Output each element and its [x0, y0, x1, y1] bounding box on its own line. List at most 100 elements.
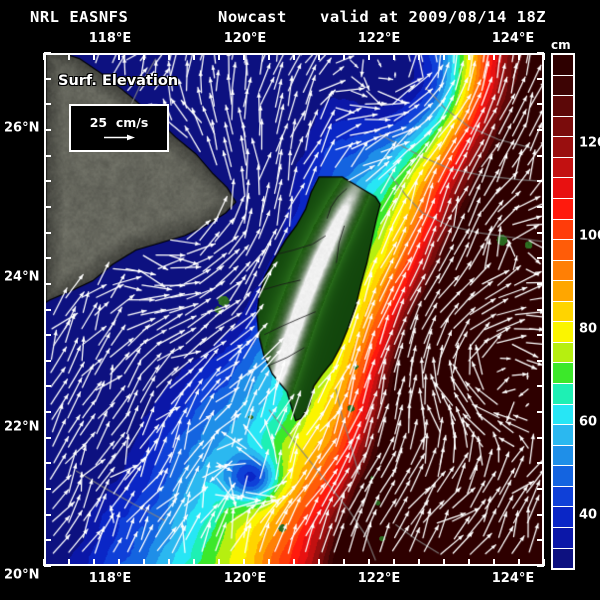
axis-tick-mark — [243, 53, 245, 60]
longitude-tick-label: 122°E — [357, 31, 401, 46]
axis-tick-mark — [468, 559, 470, 566]
valid-time-label: valid at 2009/08/14 18Z — [320, 8, 547, 26]
vector-scale-key: 25 cm/s — [69, 104, 169, 152]
colorbar-swatch — [553, 178, 573, 199]
colorbar-unit-label: cm — [551, 38, 571, 52]
axis-tick-mark — [44, 513, 51, 516]
axis-tick-mark — [543, 53, 545, 60]
axis-tick-mark — [44, 52, 51, 54]
axis-tick-mark — [537, 334, 544, 337]
longitude-tick-label: 118°E — [88, 571, 132, 586]
axis-tick-mark — [44, 231, 51, 234]
axis-tick-mark — [537, 436, 544, 439]
axis-tick-mark — [543, 559, 545, 566]
axis-tick-mark — [537, 411, 544, 414]
axis-tick-mark — [118, 53, 120, 60]
colorbar-tick-label: 100 — [579, 228, 600, 244]
colorbar-swatch — [553, 301, 573, 323]
axis-tick-mark — [44, 154, 51, 157]
axis-tick-mark — [218, 559, 220, 566]
axis-tick-mark — [193, 559, 195, 566]
axis-tick-mark — [44, 385, 51, 388]
colorbar-swatch — [553, 466, 573, 487]
axis-tick-mark — [93, 559, 95, 566]
product-type-label: Nowcast — [218, 8, 287, 26]
colorbar-swatch — [553, 507, 573, 528]
axis-tick-mark — [193, 53, 195, 60]
colorbar-swatch — [553, 425, 573, 446]
axis-tick-mark — [537, 488, 544, 491]
axis-tick-mark — [518, 559, 520, 566]
axis-tick-mark — [537, 154, 544, 157]
longitude-tick-label: 118°E — [88, 31, 132, 46]
axis-tick-mark — [537, 257, 544, 260]
axis-tick-mark — [537, 282, 544, 285]
axis-tick-mark — [537, 462, 544, 465]
axis-tick-mark — [44, 257, 51, 260]
colorbar-swatch — [553, 137, 573, 158]
colorbar-swatch — [553, 75, 573, 97]
axis-tick-mark — [537, 565, 544, 567]
colorbar-swatch — [553, 281, 573, 302]
axis-tick-mark — [43, 559, 45, 566]
axis-tick-mark — [537, 52, 544, 54]
colorbar-swatch — [553, 342, 573, 364]
axis-tick-mark — [537, 180, 544, 183]
axis-tick-mark — [44, 359, 51, 362]
colorbar-swatch — [553, 445, 573, 467]
axis-tick-mark — [168, 559, 170, 566]
colorbar-swatch — [553, 404, 573, 426]
axis-tick-mark — [44, 205, 51, 208]
axis-tick-mark — [537, 539, 544, 542]
axis-tick-mark — [537, 77, 544, 80]
model-name-label: NRL EASNFS — [30, 8, 129, 26]
axis-tick-mark — [44, 565, 51, 567]
vector-scale-label: 25 cm/s — [89, 114, 149, 130]
longitude-tick-label: 120°E — [223, 31, 267, 46]
longitude-tick-label: 124°E — [491, 571, 535, 586]
colorbar-tick-label: 120 — [579, 135, 600, 151]
latitude-tick-label: 22°N — [4, 419, 40, 435]
axis-tick-mark — [318, 53, 320, 60]
axis-tick-mark — [44, 128, 51, 131]
axis-tick-mark — [537, 308, 544, 311]
colorbar-swatch — [553, 486, 573, 508]
axis-tick-mark — [293, 53, 295, 60]
axis-tick-mark — [218, 53, 220, 60]
axis-tick-mark — [443, 53, 445, 60]
axis-tick-mark — [44, 77, 51, 80]
axis-tick-mark — [268, 559, 270, 566]
axis-tick-mark — [537, 359, 544, 362]
axis-tick-mark — [43, 53, 45, 60]
latitude-tick-label: 20°N — [4, 567, 40, 583]
axis-tick-mark — [44, 103, 51, 106]
axis-tick-mark — [393, 53, 395, 60]
field-name-label: Surf. Elevation — [58, 73, 179, 89]
colorbar-swatch — [553, 548, 573, 569]
colorbar-tick-label: 80 — [579, 321, 598, 337]
axis-tick-mark — [168, 53, 170, 60]
colorbar-swatch — [553, 260, 573, 282]
colorbar-tick-label: 40 — [579, 507, 598, 523]
axis-tick-mark — [68, 53, 70, 60]
axis-tick-mark — [537, 128, 544, 131]
axis-tick-mark — [44, 282, 51, 285]
axis-tick-mark — [343, 53, 345, 60]
axis-tick-mark — [468, 53, 470, 60]
colorbar-swatch — [553, 116, 573, 138]
colorbar-swatch — [553, 240, 573, 261]
axis-tick-mark — [493, 53, 495, 60]
axis-tick-mark — [343, 559, 345, 566]
axis-tick-mark — [243, 559, 245, 566]
axis-tick-mark — [44, 180, 51, 183]
axis-tick-mark — [318, 559, 320, 566]
colorbar-swatch — [553, 527, 573, 549]
axis-tick-mark — [418, 53, 420, 60]
axis-tick-mark — [44, 308, 51, 311]
axis-tick-mark — [368, 53, 370, 60]
axis-tick-mark — [537, 205, 544, 208]
axis-tick-mark — [537, 231, 544, 234]
colorbar-tick-label: 60 — [579, 414, 598, 430]
colorbar-swatch — [553, 55, 573, 76]
axis-tick-mark — [393, 559, 395, 566]
